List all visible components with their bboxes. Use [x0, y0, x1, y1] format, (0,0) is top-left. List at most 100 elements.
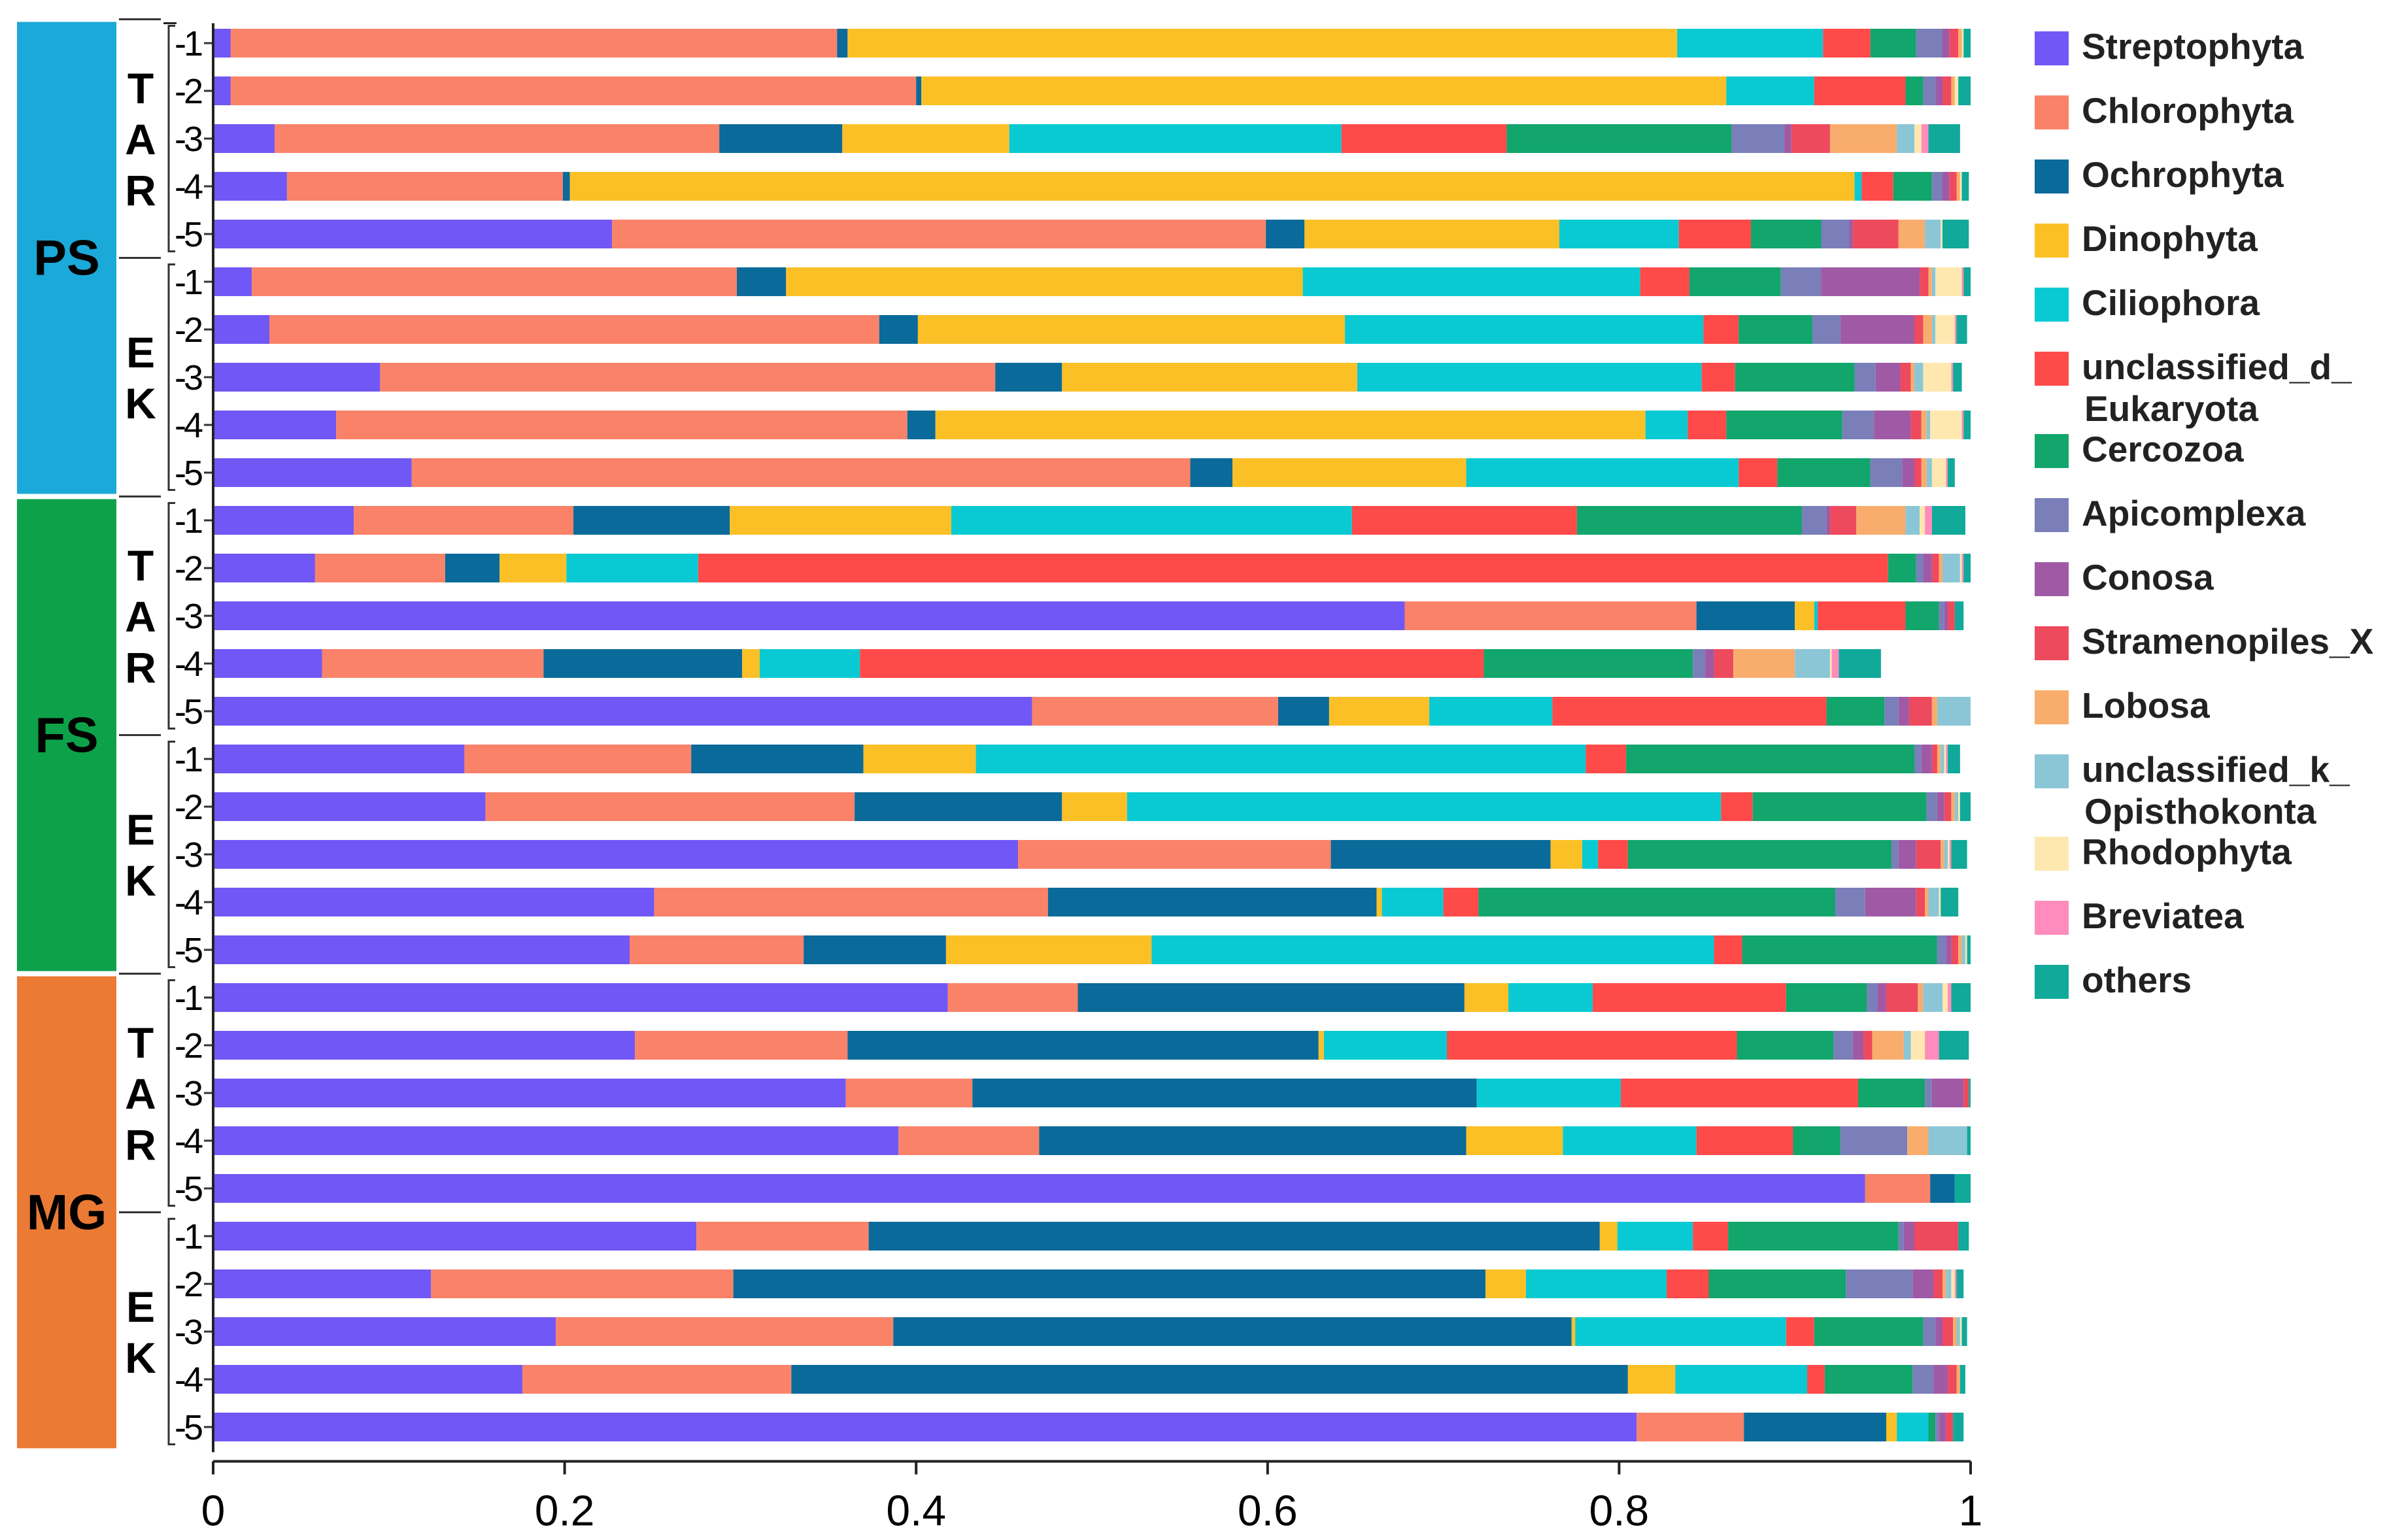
sample-dash: -	[175, 1074, 186, 1113]
bar-segment-stramenopiles-x	[1714, 649, 1734, 678]
bar-segment-apicomplexa	[1912, 1365, 1934, 1394]
bar-segment-cercozoa	[1506, 124, 1732, 153]
bar-segment-ochrophyta	[855, 792, 1062, 821]
bar-segment-chlorophyta	[431, 1269, 734, 1298]
bar-segment-chlorophyta	[556, 1317, 894, 1346]
group-label-fs: FS	[35, 708, 98, 764]
bar-segment-unclassified-k-opisthokonta	[1954, 792, 1959, 821]
bar-segment-chlorophyta	[1865, 1174, 1931, 1203]
bar-segment-breviatea	[1954, 1269, 1957, 1298]
bar-segment-ochrophyta	[562, 172, 570, 201]
legend-swatch-unclassified-d-eukaryota	[2035, 352, 2069, 386]
bar-segment-unclassified-d-eukaryota	[1807, 1365, 1825, 1394]
bar-segment-ochrophyta	[893, 1317, 1572, 1346]
bar-segment-lobosa	[1910, 363, 1914, 392]
bar-segment-lobosa	[1953, 1317, 1957, 1346]
bar-segment-ciliophora	[1345, 315, 1704, 344]
group-band-fs	[17, 499, 116, 971]
bar-segment-dinophyta	[842, 124, 1009, 153]
bar-segment-others	[1839, 649, 1881, 678]
bar-segment-breviatea	[1949, 840, 1952, 869]
bar-segment-stramenopiles-x	[1852, 220, 1899, 248]
bar-segment-conosa	[1946, 935, 1952, 964]
bar-segment-streptophyta	[213, 458, 412, 487]
bar-segment-cercozoa	[1735, 363, 1855, 392]
bar-segment-chlorophyta	[947, 983, 1078, 1012]
x-tick-label: 0.2	[535, 1487, 595, 1526]
bar-segment-unclassified-d-eukaryota	[1640, 267, 1689, 296]
bar-segment-dinophyta	[1318, 1031, 1324, 1060]
bar-segment-others	[1931, 506, 1965, 535]
bar-segment-cercozoa	[1742, 935, 1937, 964]
bar-segment-ciliophora	[1357, 363, 1702, 392]
bar-segment-lobosa	[1939, 554, 1942, 582]
bar-segment-ciliophora	[1127, 792, 1721, 821]
bar-segment-dinophyta	[1485, 1269, 1526, 1298]
bar-segment-unclassified-d-eukaryota	[1814, 76, 1906, 105]
legend-label-unclassified-k-opisthokonta: unclassified_k_ Opisthokonta	[2082, 749, 2350, 832]
bar-segment-apicomplexa	[1923, 1317, 1936, 1346]
bar-segment-conosa	[1898, 697, 1909, 726]
bar-segment-chlorophyta	[380, 363, 996, 392]
bar-segment-cercozoa	[1728, 1222, 1899, 1251]
bar-segment-stramenopiles-x	[1931, 554, 1939, 582]
bar-segment-streptophyta	[213, 29, 231, 58]
bar-segment-chlorophyta	[230, 29, 838, 58]
bar-segment-dinophyta	[917, 315, 1346, 344]
legend-label-line: Conosa	[2082, 557, 2214, 597]
bar-segment-chlorophyta	[354, 506, 574, 535]
bar-segment-breviatea	[1961, 554, 1964, 582]
sample-label: 5	[184, 692, 203, 731]
bar-segment-streptophyta	[213, 888, 654, 916]
bar-segment-rhodophyta	[1935, 315, 1955, 344]
bar-segment-chlorophyta	[1404, 601, 1697, 630]
bar-segment-dinophyta	[1329, 697, 1430, 726]
bar-segment-streptophyta	[213, 506, 354, 535]
bar-segment-unclassified-k-opisthokonta	[1946, 1269, 1952, 1298]
bar-segment-unclassified-d-eukaryota	[1738, 458, 1778, 487]
legend-swatch-breviatea	[2035, 901, 2069, 935]
bar-segment-streptophyta	[213, 1269, 432, 1298]
bar-segment-stramenopiles-x	[1920, 267, 1929, 296]
bar-segment-cercozoa	[1627, 840, 1892, 869]
bar-segment-unclassified-d-eukaryota	[1703, 315, 1739, 344]
bar-segment-unclassified-k-opisthokonta	[1905, 506, 1920, 535]
bar-segment-chlorophyta	[630, 935, 804, 964]
bar-segment-apicomplexa	[1833, 1031, 1853, 1060]
bar-segment-cercozoa	[1824, 1365, 1913, 1394]
bar-segment-apicomplexa	[1916, 554, 1924, 582]
bar-segment-others	[1958, 76, 1971, 105]
bar-segment-streptophyta	[213, 1174, 1865, 1203]
bar-segment-streptophyta	[213, 840, 1019, 869]
bar-segment-ciliophora	[1726, 76, 1814, 105]
bar-segment-conosa	[1921, 745, 1932, 773]
sample-dash: -	[175, 1169, 186, 1209]
bar-segment-others	[1963, 29, 1971, 58]
bar-segment-ochrophyta	[907, 411, 936, 439]
bar-segment-cercozoa	[1484, 649, 1693, 678]
bar-segment-unclassified-k-opisthokonta	[1941, 745, 1944, 773]
bar-segment-cercozoa	[1814, 1317, 1924, 1346]
sample-label: 1	[184, 501, 203, 541]
sample-dash: -	[175, 406, 186, 445]
bar-segment-others	[1953, 1413, 1964, 1441]
sample-dash: -	[175, 597, 186, 636]
legend-label-line: Cercozoa	[2082, 429, 2244, 469]
bar-segment-ciliophora	[1302, 267, 1640, 296]
bar-segment-apicomplexa	[1870, 458, 1903, 487]
bar-segment-others	[1948, 458, 1955, 487]
bar-segment-stramenopiles-x	[1949, 172, 1957, 201]
bar-segment-rhodophyta	[1829, 649, 1832, 678]
sample-dash: -	[175, 931, 186, 970]
bar-segment-conosa	[1933, 1365, 1948, 1394]
bar-segment-apicomplexa	[1916, 29, 1942, 58]
sample-dash: -	[175, 1265, 186, 1304]
sample-dash: -	[175, 1408, 186, 1447]
bar-segment-others	[1928, 124, 1960, 153]
bar-segment-dinophyta	[1466, 1126, 1563, 1155]
sample-label: 2	[184, 72, 203, 111]
legend-label-line: Lobosa	[2082, 685, 2210, 726]
bar-segment-lobosa	[1921, 458, 1927, 487]
